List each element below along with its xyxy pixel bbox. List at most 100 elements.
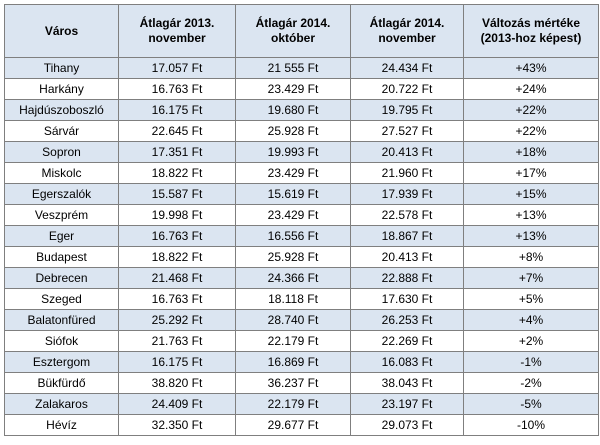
table-row: Eger 16.763 Ft 16.556 Ft 18.867 Ft +13% (4, 225, 599, 247)
cell-price-2013-nov: 18.822 Ft (118, 246, 236, 268)
cell-change: +17% (463, 162, 599, 184)
cell-city: Sopron (4, 141, 119, 163)
cell-city: Hévíz (4, 414, 119, 436)
table-row: Balatonfüred 25.292 Ft 28.740 Ft 26.253 Ft +… (4, 309, 599, 331)
cell-change: +18% (463, 141, 599, 163)
cell-price-2014-nov: 17.630 Ft (350, 288, 464, 310)
cell-city: Esztergom (4, 351, 119, 373)
table-row: Hajdúszoboszló 16.175 Ft 19.680 Ft 19.795 F… (4, 99, 599, 121)
cell-price-2014-nov: 29.073 Ft (350, 414, 464, 436)
table-row: Sopron 17.351 Ft 19.993 Ft 20.413 Ft +18% (4, 141, 599, 163)
cell-price-2014-oct: 19.993 Ft (235, 141, 351, 163)
header-change-label: Változás mértéke (2013-hoz képest) (480, 16, 582, 45)
cell-price-2014-oct: 22.179 Ft (235, 393, 351, 415)
table-row: Egerszalók 15.587 Ft 15.619 Ft 17.939 Ft +15… (4, 183, 599, 205)
table-row: Hévíz 32.350 Ft 29.677 Ft 29.073 Ft -10% (4, 414, 599, 436)
header-price-2014-nov-label: Átlagár 2014. november (369, 16, 445, 45)
cell-price-2013-nov: 22.645 Ft (118, 120, 236, 142)
table-row: Debrecen 21.468 Ft 24.366 Ft 22.888 Ft +7% (4, 267, 599, 289)
table-row: Szeged 16.763 Ft 18.118 Ft 17.630 Ft +5% (4, 288, 599, 310)
cell-price-2013-nov: 15.587 Ft (118, 183, 236, 205)
cell-city: Siófok (4, 330, 119, 352)
cell-city: Szeged (4, 288, 119, 310)
cell-price-2013-nov: 16.763 Ft (118, 225, 236, 247)
cell-city: Harkány (4, 78, 119, 100)
cell-price-2014-nov: 23.197 Ft (350, 393, 464, 415)
header-change: Változás mértéke (2013-hoz képest) (463, 4, 599, 58)
cell-price-2014-oct: 21 555 Ft (235, 57, 351, 79)
cell-change: +4% (463, 309, 599, 331)
table-row: Zalakaros 24.409 Ft 22.179 Ft 23.197 Ft -5% (4, 393, 599, 415)
cell-price-2014-oct: 16.869 Ft (235, 351, 351, 373)
cell-change: +13% (463, 204, 599, 226)
cell-city: Veszprém (4, 204, 119, 226)
header-price-2013-nov-label: Átlagár 2013. november (139, 16, 215, 45)
table-body: Tihany 17.057 Ft 21 555 Ft 24.434 Ft +43% Har… (4, 57, 599, 436)
cell-price-2013-nov: 38.820 Ft (118, 372, 236, 394)
cell-price-2014-nov: 16.083 Ft (350, 351, 464, 373)
header-price-2014-oct-label: Átlagár 2014. október (255, 16, 331, 45)
cell-change: +22% (463, 120, 599, 142)
cell-price-2014-nov: 18.867 Ft (350, 225, 464, 247)
cell-price-2014-nov: 26.253 Ft (350, 309, 464, 331)
table-header: Város Átlagár 2013. november Átlagár 2014… (4, 4, 599, 58)
cell-price-2014-nov: 22.578 Ft (350, 204, 464, 226)
cell-city: Zalakaros (4, 393, 119, 415)
header-row: Város Átlagár 2013. november Átlagár 2014… (4, 4, 599, 58)
cell-price-2014-nov: 24.434 Ft (350, 57, 464, 79)
header-price-2013-nov: Átlagár 2013. november (118, 4, 236, 58)
cell-city: Balatonfüred (4, 309, 119, 331)
header-price-2014-nov: Átlagár 2014. november (350, 4, 464, 58)
cell-price-2014-nov: 22.269 Ft (350, 330, 464, 352)
cell-price-2014-nov: 21.960 Ft (350, 162, 464, 184)
header-price-2014-oct: Átlagár 2014. október (235, 4, 351, 58)
cell-price-2013-nov: 16.763 Ft (118, 288, 236, 310)
cell-price-2014-oct: 24.366 Ft (235, 267, 351, 289)
cell-change: +8% (463, 246, 599, 268)
cell-city: Sárvár (4, 120, 119, 142)
cell-change: +2% (463, 330, 599, 352)
cell-city: Eger (4, 225, 119, 247)
table-row: Miskolc 18.822 Ft 23.429 Ft 21.960 Ft +17% (4, 162, 599, 184)
cell-price-2013-nov: 19.998 Ft (118, 204, 236, 226)
cell-price-2013-nov: 17.351 Ft (118, 141, 236, 163)
cell-price-2014-nov: 38.043 Ft (350, 372, 464, 394)
cell-city: Budapest (4, 246, 119, 268)
cell-city: Tihany (4, 57, 119, 79)
table-row: Harkány 16.763 Ft 23.429 Ft 20.722 Ft +24% (4, 78, 599, 100)
cell-price-2013-nov: 16.175 Ft (118, 351, 236, 373)
cell-price-2014-oct: 16.556 Ft (235, 225, 351, 247)
cell-price-2014-oct: 19.680 Ft (235, 99, 351, 121)
cell-price-2013-nov: 16.763 Ft (118, 78, 236, 100)
cell-price-2013-nov: 32.350 Ft (118, 414, 236, 436)
cell-change: -10% (463, 414, 599, 436)
cell-city: Debrecen (4, 267, 119, 289)
cell-city: Bükfürdő (4, 372, 119, 394)
table-row: Bükfürdő 38.820 Ft 36.237 Ft 38.043 Ft -2% (4, 372, 599, 394)
cell-price-2014-oct: 29.677 Ft (235, 414, 351, 436)
cell-price-2014-oct: 25.928 Ft (235, 120, 351, 142)
cell-price-2013-nov: 16.175 Ft (118, 99, 236, 121)
cell-city: Hajdúszoboszló (4, 99, 119, 121)
cell-city: Egerszalók (4, 183, 119, 205)
cell-price-2014-oct: 28.740 Ft (235, 309, 351, 331)
cell-change: +15% (463, 183, 599, 205)
cell-change: -1% (463, 351, 599, 373)
table-row: Sárvár 22.645 Ft 25.928 Ft 27.527 Ft +22% (4, 120, 599, 142)
cell-price-2014-oct: 36.237 Ft (235, 372, 351, 394)
cell-price-2014-oct: 22.179 Ft (235, 330, 351, 352)
table-row: Tihany 17.057 Ft 21 555 Ft 24.434 Ft +43% (4, 57, 599, 79)
cell-price-2014-nov: 27.527 Ft (350, 120, 464, 142)
cell-price-2014-nov: 20.413 Ft (350, 246, 464, 268)
cell-price-2014-oct: 23.429 Ft (235, 204, 351, 226)
cell-change: +7% (463, 267, 599, 289)
cell-price-2013-nov: 21.763 Ft (118, 330, 236, 352)
cell-price-2013-nov: 25.292 Ft (118, 309, 236, 331)
price-table: Város Átlagár 2013. november Átlagár 2014… (4, 4, 599, 436)
cell-price-2013-nov: 24.409 Ft (118, 393, 236, 415)
cell-change: +22% (463, 99, 599, 121)
cell-price-2014-nov: 19.795 Ft (350, 99, 464, 121)
table-row: Budapest 18.822 Ft 25.928 Ft 20.413 Ft +8% (4, 246, 599, 268)
cell-price-2013-nov: 17.057 Ft (118, 57, 236, 79)
